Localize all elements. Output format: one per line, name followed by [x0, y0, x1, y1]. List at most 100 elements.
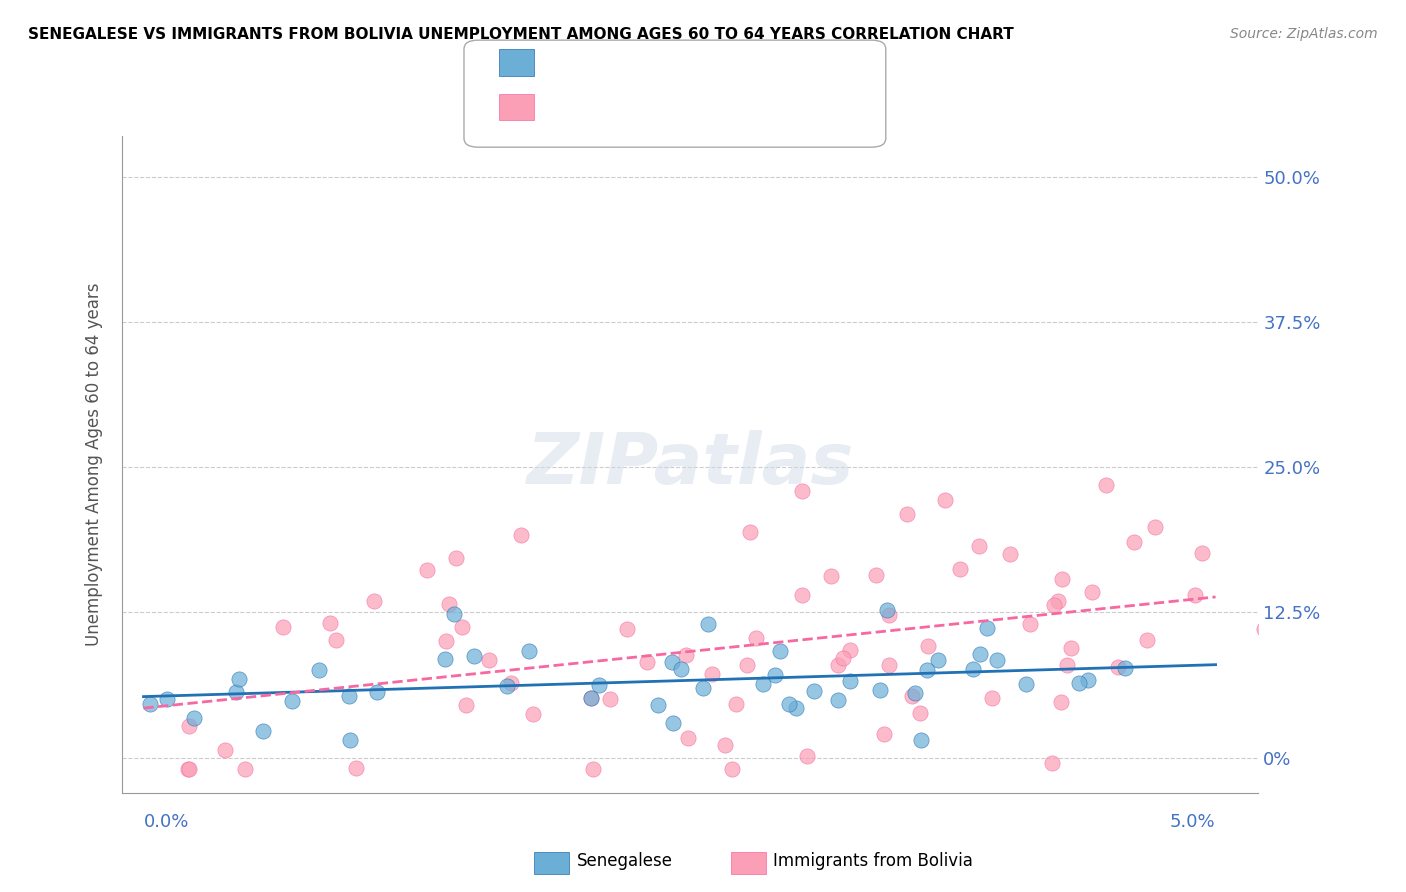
Point	[838, 673, 860, 688]
Point	[1184, 588, 1206, 602]
Point	[796, 749, 818, 764]
Point	[869, 682, 891, 697]
Point	[998, 547, 1021, 561]
Point	[214, 743, 236, 757]
Point	[599, 691, 621, 706]
Point	[280, 694, 302, 708]
Point	[225, 685, 247, 699]
Point	[582, 762, 605, 776]
Point	[803, 683, 825, 698]
Point	[588, 678, 610, 692]
Point	[927, 653, 949, 667]
Point	[740, 524, 762, 539]
Point	[769, 643, 792, 657]
Point	[700, 667, 723, 681]
Point	[904, 686, 927, 700]
Point	[319, 615, 342, 630]
Point	[339, 732, 361, 747]
Point	[714, 738, 737, 752]
Point	[915, 663, 938, 677]
Point	[827, 658, 849, 673]
Point	[827, 693, 849, 707]
Point	[647, 698, 669, 713]
Point	[838, 643, 860, 657]
Point	[233, 762, 256, 776]
Point	[1040, 756, 1063, 770]
Point	[325, 633, 347, 648]
Point	[156, 691, 179, 706]
Point	[1253, 622, 1275, 636]
Point	[692, 681, 714, 696]
Point	[456, 698, 478, 712]
Point	[790, 588, 813, 602]
Point	[986, 653, 1008, 667]
Point	[416, 563, 439, 577]
Y-axis label: Unemployment Among Ages 60 to 64 years: Unemployment Among Ages 60 to 64 years	[86, 283, 103, 646]
Point	[636, 655, 658, 669]
Text: R = 0.302  N = 71: R = 0.302 N = 71	[548, 93, 727, 111]
Point	[675, 648, 697, 662]
Point	[308, 664, 330, 678]
Point	[1114, 661, 1136, 675]
Point	[831, 651, 853, 665]
Point	[581, 691, 603, 706]
Point	[451, 620, 474, 634]
Point	[872, 727, 894, 741]
Point	[1107, 660, 1129, 674]
Point	[509, 528, 531, 542]
Point	[910, 733, 932, 747]
Point	[463, 649, 485, 664]
Point	[179, 762, 201, 776]
Point	[969, 647, 991, 661]
Point	[478, 653, 501, 667]
Point	[900, 690, 922, 704]
Point	[896, 508, 918, 522]
Point	[439, 597, 461, 611]
Point	[1144, 520, 1167, 534]
Point	[1052, 572, 1074, 586]
Point	[778, 697, 800, 711]
Point	[517, 644, 540, 658]
Text: SENEGALESE VS IMMIGRANTS FROM BOLIVIA UNEMPLOYMENT AMONG AGES 60 TO 64 YEARS COR: SENEGALESE VS IMMIGRANTS FROM BOLIVIA UN…	[28, 27, 1014, 42]
Point	[967, 539, 990, 553]
Point	[876, 603, 898, 617]
Point	[501, 676, 523, 690]
Point	[877, 607, 900, 622]
Point	[495, 679, 517, 693]
Point	[1042, 598, 1064, 612]
Point	[443, 607, 465, 621]
Point	[1122, 535, 1144, 549]
Point	[785, 700, 807, 714]
Point	[344, 761, 367, 775]
Text: R = 0.124  N = 46: R = 0.124 N = 46	[548, 48, 727, 66]
Point	[908, 706, 931, 720]
Point	[678, 731, 700, 746]
Point	[366, 685, 388, 699]
Point	[697, 617, 720, 632]
Point	[1056, 657, 1078, 672]
Point	[363, 594, 385, 608]
Text: ZIPatlas: ZIPatlas	[527, 430, 853, 499]
Point	[1060, 641, 1083, 656]
Point	[976, 621, 998, 635]
Point	[724, 698, 747, 712]
Text: 0.0%: 0.0%	[143, 814, 188, 831]
Point	[228, 672, 250, 686]
Text: Senegalese: Senegalese	[576, 852, 672, 870]
Point	[752, 677, 775, 691]
Point	[1047, 593, 1070, 607]
Point	[671, 662, 693, 676]
Point	[962, 662, 984, 676]
Point	[616, 622, 638, 636]
Point	[1077, 673, 1099, 687]
Point	[177, 762, 200, 776]
Point	[252, 723, 274, 738]
Point	[271, 619, 294, 633]
Point	[1019, 616, 1042, 631]
Point	[581, 691, 603, 706]
Point	[1081, 585, 1104, 599]
Point	[1191, 546, 1213, 560]
Point	[735, 658, 758, 673]
Point	[183, 711, 205, 725]
Point	[949, 562, 972, 576]
